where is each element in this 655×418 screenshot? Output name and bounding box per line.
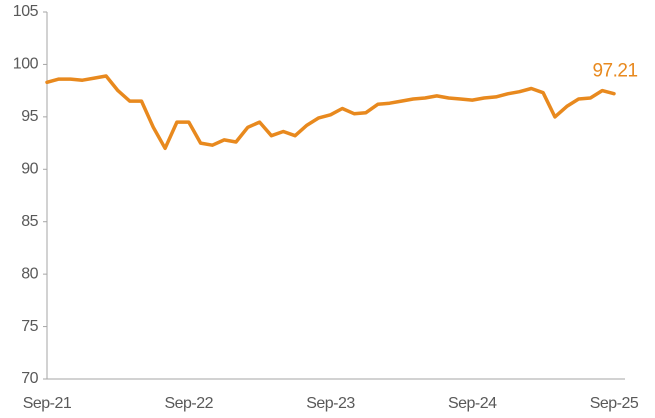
data-line bbox=[45, 74, 616, 151]
x-tick-label: Sep-23 bbox=[306, 395, 355, 412]
y-tick-label: 70 bbox=[21, 370, 38, 387]
x-tick-label: Sep-25 bbox=[590, 395, 639, 412]
x-tick-label: Sep-22 bbox=[164, 395, 213, 412]
y-tick-label: 75 bbox=[21, 318, 38, 335]
y-tick-label: 90 bbox=[21, 161, 38, 178]
x-tick-label: Sep-21 bbox=[23, 395, 72, 412]
x-tick-label: Sep-24 bbox=[448, 395, 497, 412]
y-tick-label: 80 bbox=[21, 265, 38, 282]
y-tick-label: 85 bbox=[21, 213, 38, 230]
y-tick-label: 105 bbox=[13, 3, 39, 20]
y-tick-label: 95 bbox=[21, 108, 38, 125]
data-label: 97.21 bbox=[592, 61, 637, 82]
y-tick-label: 100 bbox=[13, 56, 39, 73]
